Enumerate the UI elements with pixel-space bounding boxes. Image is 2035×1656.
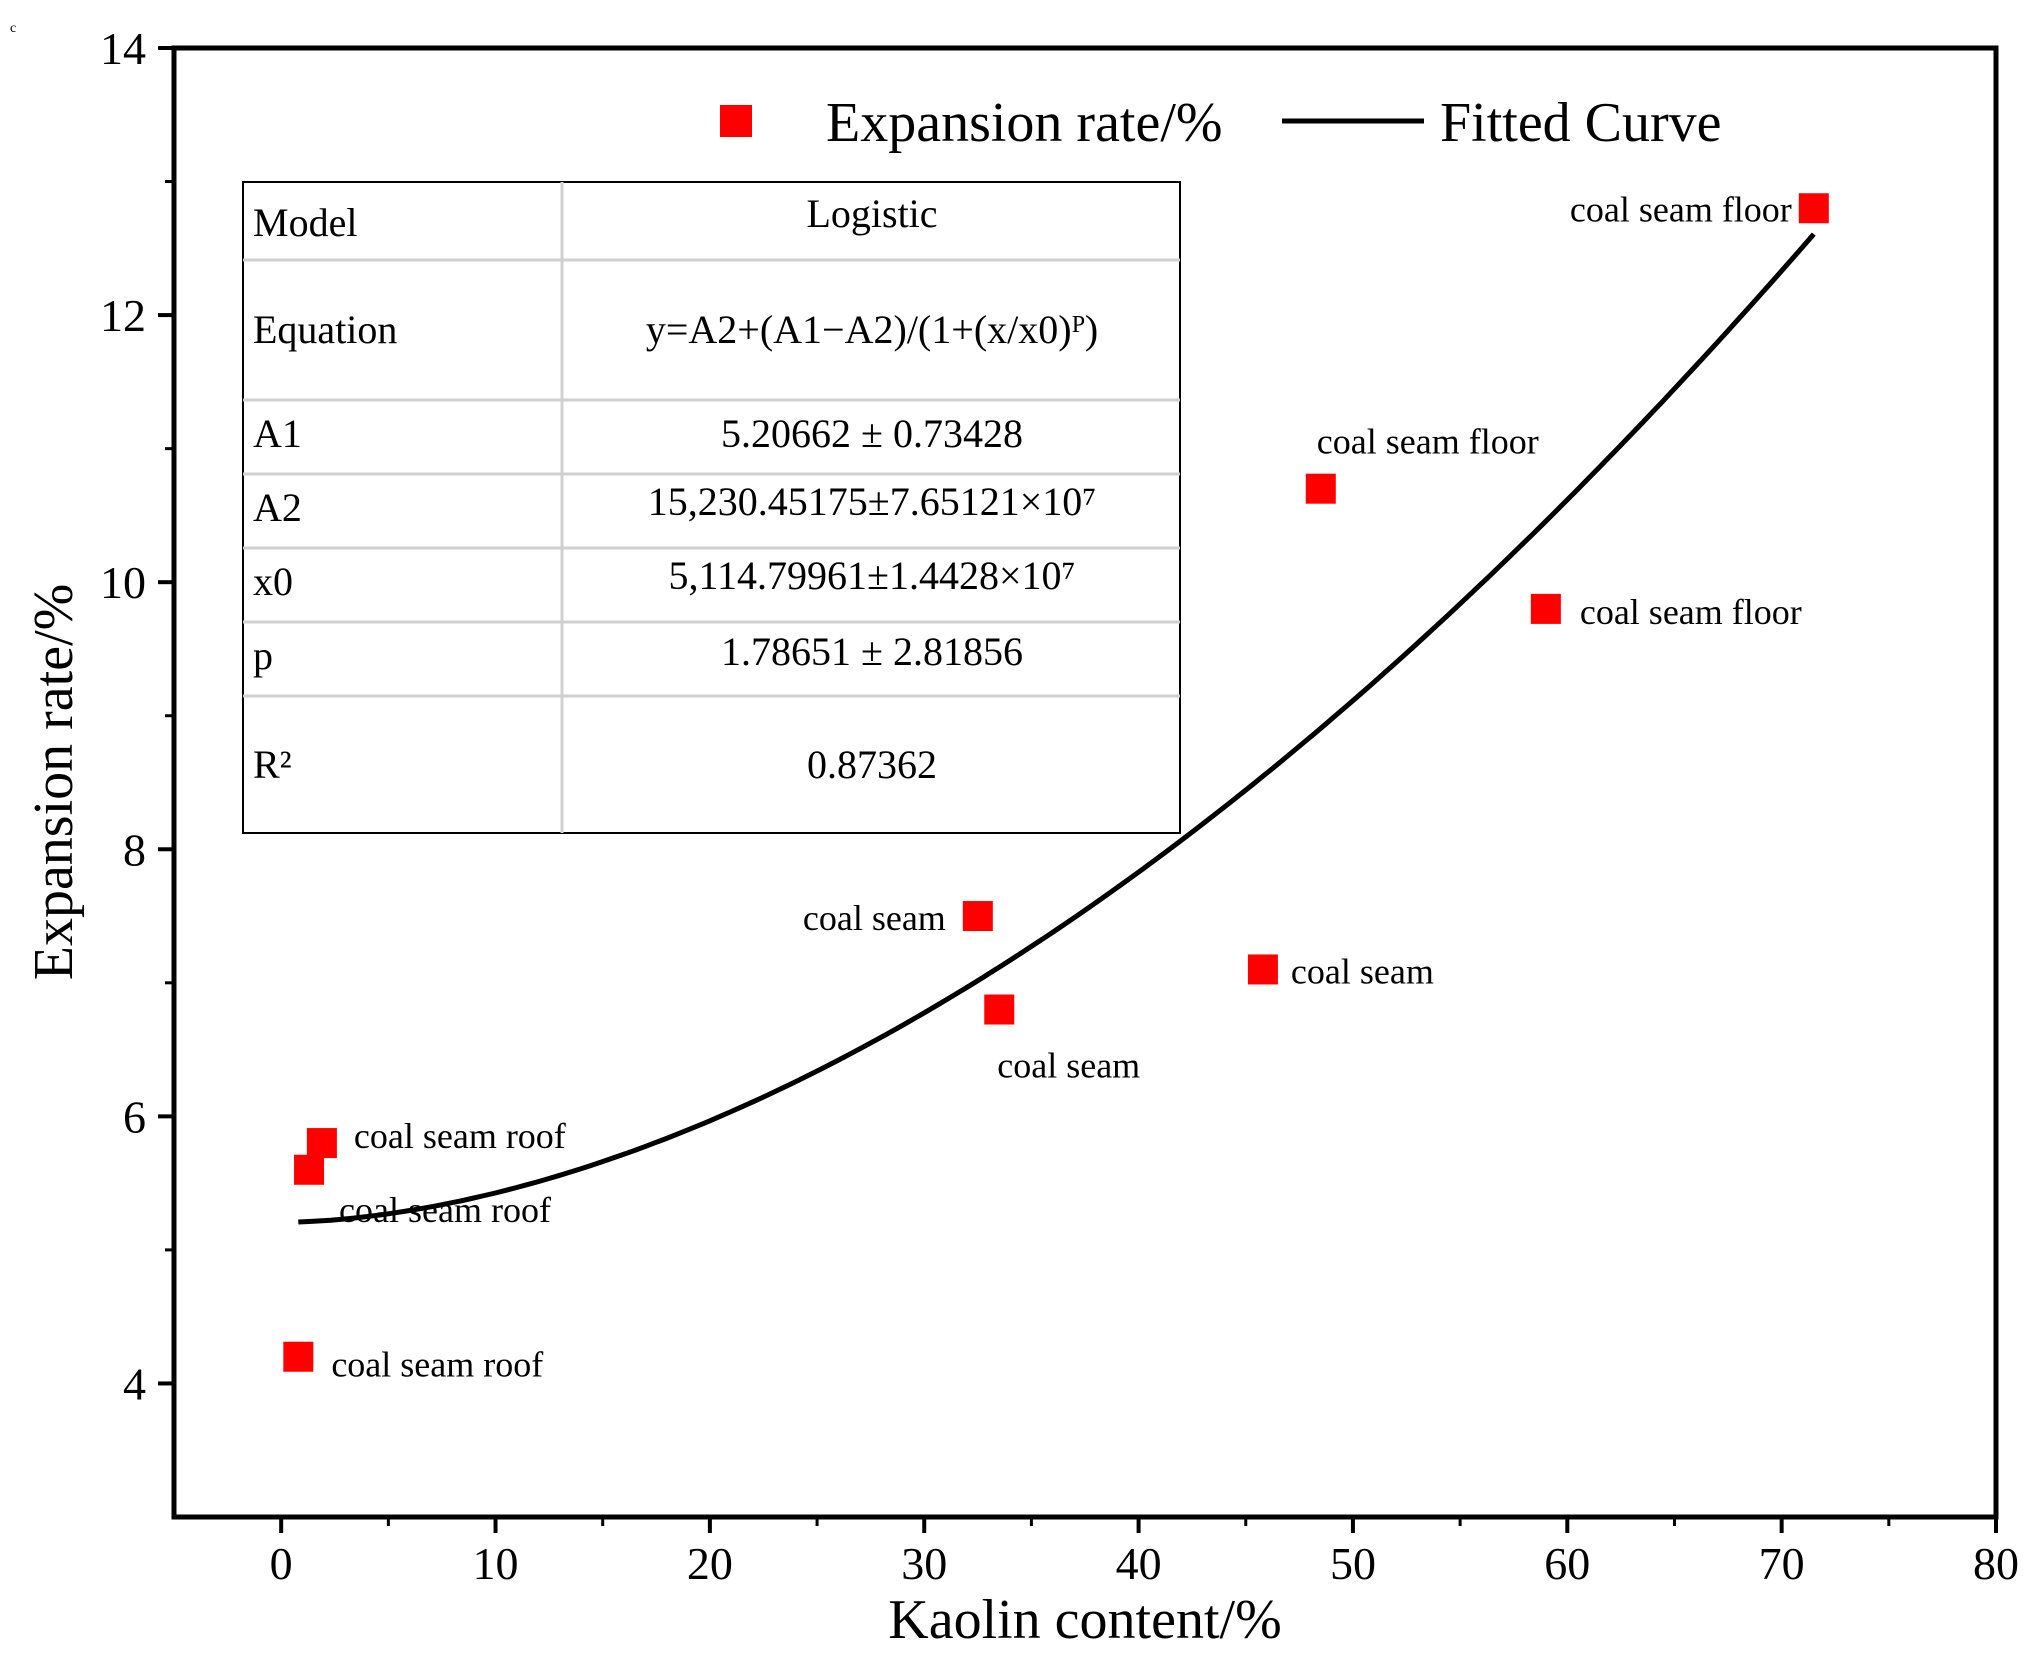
data-point (1247, 954, 1278, 985)
y-axis-title: Expansion rate/% (23, 584, 85, 981)
y-tick-label: 6 (123, 1091, 146, 1142)
x-tick-label: 0 (270, 1538, 293, 1589)
y-tick-label: 12 (100, 290, 146, 341)
data-point (984, 994, 1015, 1025)
x-axis-title: Kaolin content/% (888, 1589, 1281, 1651)
x-tick-label: 30 (901, 1538, 947, 1589)
y-tick-label: 8 (123, 824, 146, 875)
data-point-label: coal seam (997, 1046, 1140, 1086)
table-key-p: p (253, 633, 273, 678)
x-tick-label: 10 (473, 1538, 519, 1589)
table-value-x0: 5,114.79961±1.4428×10⁷ (669, 553, 1076, 598)
y-tick-label: 10 (100, 557, 146, 608)
y-axis-ticks: 4 6 8 10 12 14 (100, 23, 174, 1409)
table-border (242, 181, 1181, 834)
data-point (962, 901, 993, 932)
x-tick-label: 80 (1973, 1538, 2019, 1589)
data-point (294, 1154, 325, 1185)
table-value-p: 1.78651 ± 2.81856 (721, 629, 1023, 674)
y-tick-label: 14 (100, 23, 146, 74)
legend-marker-square (720, 105, 752, 137)
data-point (1530, 593, 1561, 624)
table-key-a1: A1 (253, 411, 302, 456)
fitted-curve (298, 232, 1816, 1225)
data-point (1305, 473, 1336, 504)
x-tick-label: 60 (1544, 1538, 1590, 1589)
y-tick-label: 4 (123, 1358, 146, 1409)
legend-label-expansion-rate: Expansion rate/% (826, 92, 1223, 154)
data-point-label: coal seam roof (354, 1116, 566, 1156)
table-value-a2: 15,230.45175±7.65121×10⁷ (648, 479, 1096, 524)
legend-label-fitted-curve: Fitted Curve (1440, 92, 1722, 154)
x-tick-label: 50 (1330, 1538, 1376, 1589)
x-tick-label: 70 (1759, 1538, 1805, 1589)
corner-mark: c (10, 21, 16, 36)
table-key-equation: Equation (253, 307, 397, 352)
table-value-model: Logistic (806, 191, 937, 236)
data-point (283, 1341, 314, 1372)
data-point-label: coal seam floor (1580, 592, 1802, 632)
table-value-a1: 5.20662 ± 0.73428 (721, 411, 1023, 456)
data-points (283, 193, 1829, 1372)
x-axis-ticks: 0 10 20 30 40 50 60 70 80 (270, 1517, 2019, 1589)
table-key-r-squared: R² (253, 742, 292, 787)
data-point-labels: coal seam roof coal seam roof coal seam ro… (331, 189, 1801, 1384)
data-point (306, 1128, 337, 1159)
data-point (1798, 193, 1829, 224)
data-point-label: coal seam roof (339, 1190, 551, 1230)
table-key-a2: A2 (253, 485, 302, 530)
x-tick-label: 20 (687, 1538, 733, 1589)
table-key-model: Model (253, 200, 357, 245)
data-point-label: coal seam floor (1317, 422, 1539, 462)
legend: Expansion rate/% Fitted Curve (720, 92, 1722, 154)
fit-results-table: Model Logistic Equation y=A2+(A1−A2)/(1+… (242, 181, 1181, 834)
table-value-r-squared: 0.87362 (807, 742, 937, 787)
data-point-label: coal seam (1291, 951, 1434, 991)
plot-frame (171, 45, 1999, 1520)
table-value-equation: y=A2+(A1−A2)/(1+(x/x0)ᴾ) (646, 307, 1098, 352)
data-point-label: coal seam roof (331, 1345, 543, 1385)
data-point-label: coal seam floor (1570, 189, 1792, 229)
x-tick-label: 40 (1116, 1538, 1162, 1589)
data-point-label: coal seam (803, 898, 946, 938)
table-key-x0: x0 (253, 559, 293, 604)
